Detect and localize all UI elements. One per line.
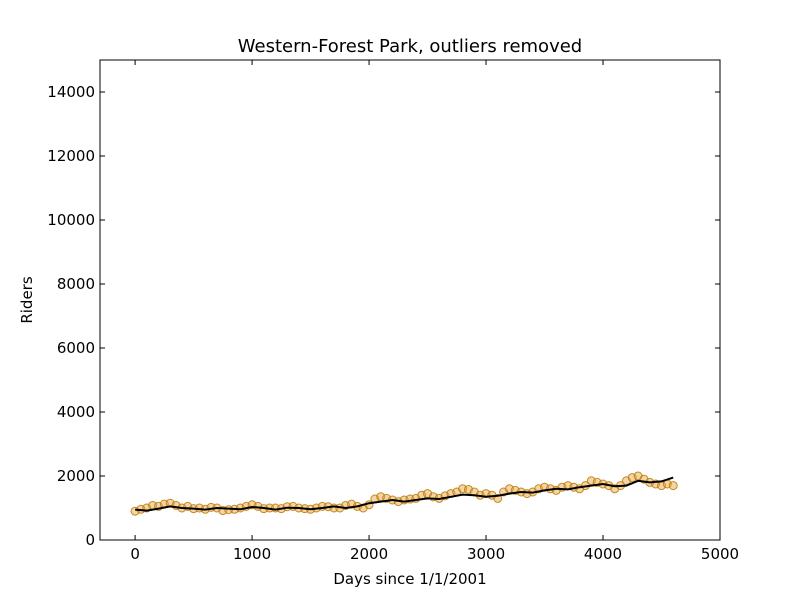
y-axis-label: Riders [18,276,36,324]
plot-frame [99,59,721,541]
y-tick-label: 6000 [57,339,95,357]
x-tick-label: 2000 [350,545,388,563]
trend-line [135,476,674,512]
x-axis-label: Days since 1/1/2001 [333,570,486,588]
x-tick-label: 1000 [233,545,271,563]
x-tick-label: 0 [130,545,140,563]
y-tick-label: 14000 [47,83,95,101]
x-tick-label: 5000 [701,545,739,563]
y-tick-label: 10000 [47,211,95,229]
y-tick-label: 12000 [47,147,95,165]
trend-line-layer [135,476,674,512]
y-tick-label: 8000 [57,275,95,293]
scatter-point [668,481,678,491]
y-tick-label: 4000 [57,403,95,421]
chart-title: Western-Forest Park, outliers removed [238,36,582,57]
axis-ticks: 0 1000 2000 3000 4000 5000 0 2000 4000 6000 8000 10… [47,60,739,563]
y-tick-label: 0 [85,531,95,549]
x-tick-label: 3000 [467,545,505,563]
y-tick-label: 2000 [57,467,95,485]
x-tick-label: 4000 [584,545,622,563]
